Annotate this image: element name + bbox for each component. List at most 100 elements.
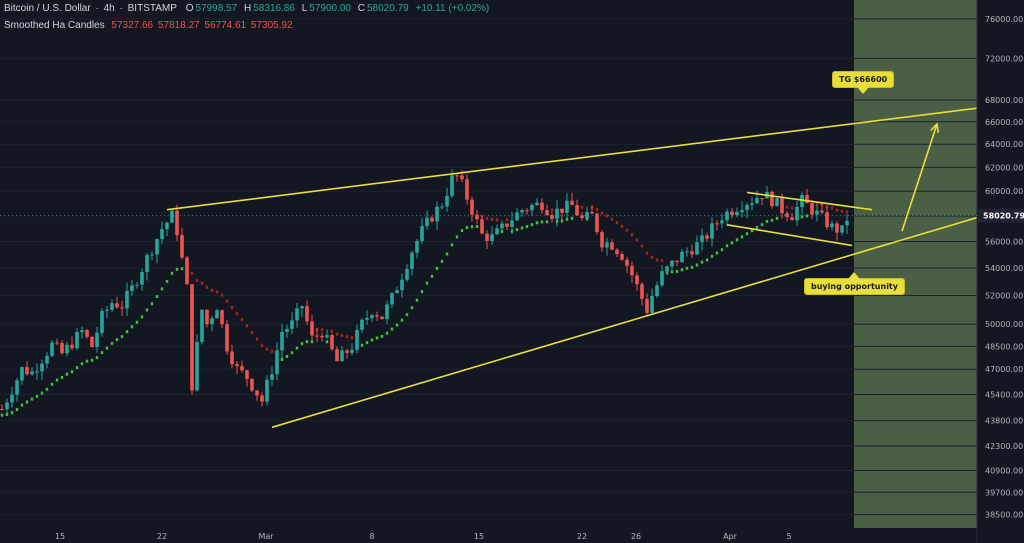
ha-candle-mark (235, 312, 239, 316)
ha-candle-mark (400, 318, 404, 322)
candle-body (470, 199, 474, 215)
ha-candle-mark (785, 205, 789, 209)
ha-candle-mark (705, 258, 709, 262)
candle-body (445, 195, 449, 207)
candle-body (660, 271, 664, 286)
ha-candle-mark (365, 341, 369, 345)
ha-candle-mark (295, 346, 299, 350)
candle-body (130, 285, 134, 291)
ohlc-open: O 57998.57 (186, 3, 240, 14)
ha-candle-mark (515, 228, 519, 232)
ohlc-low: L 57900.00 (302, 3, 353, 14)
candle-body (735, 211, 739, 216)
candle-body (615, 249, 619, 255)
ha-candle-mark (55, 378, 59, 382)
candle-body (360, 319, 364, 330)
candle-body (600, 232, 604, 248)
candle-body (405, 268, 409, 280)
ha-candle-mark (290, 351, 294, 355)
candle-body (640, 284, 644, 299)
candle-body (775, 198, 779, 207)
ha-candle-mark (470, 225, 474, 229)
candle-body (150, 254, 154, 256)
price-tick-label: 56000.00 (985, 238, 1023, 247)
indicator-value: 57305.92 (250, 20, 293, 31)
candle-body (820, 210, 824, 213)
target-callout: TG $66600 (832, 71, 895, 94)
ha-candle-mark (140, 315, 144, 319)
ha-candle-mark (750, 229, 754, 233)
ha-candle-mark (415, 298, 419, 302)
candle-body (585, 211, 589, 219)
candle-body (280, 331, 284, 351)
target-arrow-line (901, 123, 938, 232)
candle-body (210, 318, 214, 325)
price-axis-bg (977, 0, 1024, 543)
price-tick-label: 60000.00 (985, 187, 1023, 196)
candle-body (205, 309, 209, 325)
candle-body (690, 251, 694, 255)
candle-body (430, 217, 434, 222)
candle-body (525, 210, 529, 212)
candle-body (520, 210, 524, 213)
candle-body (705, 235, 709, 239)
ha-candle-mark (195, 278, 199, 282)
ha-candle-mark (175, 267, 179, 271)
candle-body (480, 219, 484, 234)
ha-candle-mark (690, 265, 694, 269)
candle-body (835, 223, 839, 233)
ha-candle-mark (155, 295, 159, 299)
candle-body (725, 211, 729, 221)
ha-candle-mark (685, 266, 689, 270)
ha-candle-mark (420, 290, 424, 294)
ha-candle-mark (75, 366, 79, 370)
ha-candle-mark (90, 358, 94, 362)
candle-body (625, 259, 629, 266)
ha-candle-mark (250, 331, 254, 335)
price-tick-label: 38500.00 (985, 511, 1023, 520)
ha-candle-mark (35, 394, 39, 398)
candle-body (305, 306, 309, 322)
candle-body (370, 315, 374, 318)
ha-candle-mark (130, 325, 134, 329)
ha-candle-mark (440, 259, 444, 263)
candle-body (300, 306, 304, 309)
candle-body (100, 310, 104, 333)
interval-label[interactable]: 4h (103, 3, 115, 14)
indicator-name[interactable]: Smoothed Ha Candles (4, 20, 105, 31)
time-tick-label: 15 (55, 532, 65, 541)
candle-body (235, 364, 239, 367)
symbol-name[interactable]: Bitcoin / U.S. Dollar (4, 3, 91, 14)
candle-body (840, 225, 844, 233)
candle-body (490, 234, 494, 242)
ohlc-open-key: O (185, 3, 194, 14)
candle-body (560, 208, 564, 213)
candle-body (670, 260, 674, 267)
time-tick-label: 22 (577, 532, 587, 541)
candle-body (655, 285, 659, 297)
ha-candle-mark (10, 411, 14, 415)
candle-body (620, 254, 624, 260)
price-tick-label: 52000.00 (985, 292, 1023, 301)
ha-candle-mark (770, 218, 774, 222)
candle-body (40, 363, 44, 372)
candle-body (535, 202, 539, 206)
candle-body (160, 229, 164, 240)
candle-body (50, 342, 54, 356)
ha-candle-mark (580, 205, 584, 209)
ha-candle-mark (600, 211, 604, 215)
ha-candle-mark (525, 225, 529, 229)
ha-candle-mark (760, 223, 764, 227)
ha-candle-mark (635, 238, 639, 242)
candle-body (590, 211, 594, 214)
ha-candle-mark (370, 338, 374, 342)
ha-candle-mark (710, 254, 714, 258)
candle-body (460, 175, 464, 180)
ha-candle-mark (645, 251, 649, 255)
candle-body (325, 335, 329, 338)
ha-candle-mark (615, 221, 619, 225)
ohlc-low-key: L (301, 3, 308, 14)
ha-candle-mark (310, 340, 314, 344)
